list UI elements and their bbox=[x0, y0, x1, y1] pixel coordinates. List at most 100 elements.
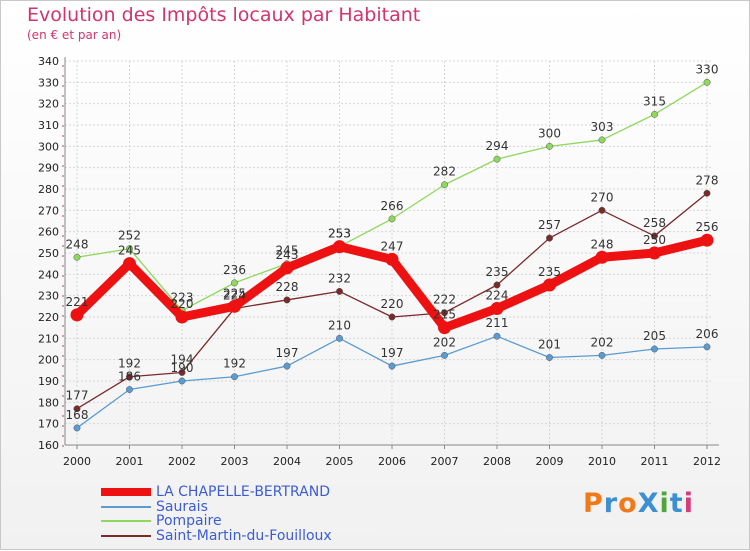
y-tick-label: 240 bbox=[38, 268, 59, 281]
data-label-saint-martin-du-fouilloux: 224 bbox=[223, 288, 246, 302]
data-label-pompaire: 294 bbox=[486, 139, 509, 153]
y-tick-label: 180 bbox=[38, 396, 59, 409]
data-label-pompaire: 236 bbox=[223, 263, 246, 277]
data-point-la-chapelle-bertrand bbox=[490, 301, 504, 315]
x-tick-label: 2004 bbox=[273, 455, 301, 468]
data-label-saurais: 168 bbox=[66, 408, 89, 422]
data-label-saint-martin-du-fouilloux: 278 bbox=[696, 173, 719, 187]
legend-label: LA CHAPELLE-BERTRAND bbox=[156, 484, 331, 500]
y-tick-label: 170 bbox=[38, 418, 59, 431]
data-point-pompaire bbox=[703, 78, 711, 86]
legend-label: Pompaire bbox=[156, 513, 222, 530]
data-point-la-chapelle-bertrand bbox=[280, 261, 294, 275]
data-point-saint-martin-du-fouilloux bbox=[598, 206, 606, 214]
y-tick-label: 340 bbox=[38, 55, 59, 68]
data-label-pompaire: 252 bbox=[118, 229, 141, 243]
y-tick-label: 190 bbox=[38, 375, 59, 388]
data-label-pompaire: 245 bbox=[276, 244, 299, 258]
data-point-la-chapelle-bertrand bbox=[228, 299, 241, 313]
data-labels: 248 252 223 236 245 253 266 282 294 300 303 315 330 1… bbox=[66, 62, 719, 422]
axes: 160 170 180 190 200 210 220 230 240 250 260 270 280 2… bbox=[38, 55, 721, 468]
y-tick-label: 160 bbox=[38, 439, 59, 452]
data-label-pompaire: 266 bbox=[381, 199, 404, 213]
y-tick-label: 310 bbox=[38, 119, 59, 132]
data-label-la-chapelle-bertrand: 235 bbox=[538, 265, 561, 279]
legend-swatch bbox=[101, 520, 151, 523]
data-label-pompaire: 253 bbox=[328, 227, 351, 241]
y-tick-label: 200 bbox=[38, 354, 59, 367]
x-tick-label: 2000 bbox=[63, 455, 91, 468]
data-label-la-chapelle-bertrand: 247 bbox=[381, 239, 404, 253]
data-point-pompaire bbox=[388, 215, 396, 223]
data-point-saint-martin-du-fouilloux bbox=[703, 189, 711, 197]
x-tick-label: 2008 bbox=[483, 455, 511, 468]
legend-swatch bbox=[101, 488, 151, 496]
data-point-saint-martin-du-fouilloux bbox=[283, 296, 291, 304]
chart-subtitle: (en € et par an) bbox=[27, 28, 122, 42]
data-point-saint-martin-du-fouilloux bbox=[441, 309, 448, 317]
data-label-la-chapelle-bertrand: 243 bbox=[276, 248, 299, 262]
data-label-saurais: 197 bbox=[276, 346, 299, 360]
data-point-saurais bbox=[493, 332, 501, 340]
data-point-saint-martin-du-fouilloux bbox=[178, 369, 186, 376]
data-point-saint-martin-du-fouilloux bbox=[126, 373, 133, 381]
series-layer bbox=[70, 78, 714, 432]
y-tick-label: 330 bbox=[38, 76, 59, 89]
y-tick-label: 320 bbox=[38, 98, 59, 111]
data-point-saurais bbox=[546, 354, 553, 361]
data-label-pompaire: 303 bbox=[591, 120, 614, 134]
data-label-saurais: 211 bbox=[486, 316, 509, 330]
data-point-pompaire bbox=[493, 155, 501, 163]
data-label-saint-martin-du-fouilloux: 220 bbox=[381, 297, 404, 311]
data-point-saurais bbox=[388, 362, 396, 370]
data-point-la-chapelle-bertrand bbox=[648, 246, 661, 260]
x-tick-label: 2002 bbox=[168, 455, 196, 468]
data-label-saint-martin-du-fouilloux: 257 bbox=[538, 218, 561, 232]
data-label-la-chapelle-bertrand: 215 bbox=[433, 308, 456, 322]
logo-letter: i bbox=[683, 488, 694, 519]
data-label-pompaire: 248 bbox=[66, 237, 89, 251]
x-tick-label: 2012 bbox=[693, 455, 721, 468]
data-point-saurais bbox=[231, 373, 238, 381]
data-label-la-chapelle-bertrand: 220 bbox=[171, 297, 194, 311]
data-point-saint-martin-du-fouilloux bbox=[73, 405, 81, 413]
grid bbox=[65, 60, 713, 446]
data-label-saint-martin-du-fouilloux: 192 bbox=[118, 357, 141, 371]
y-tick-label: 210 bbox=[38, 332, 59, 345]
data-point-la-chapelle-bertrand bbox=[123, 257, 136, 271]
data-point-saurais bbox=[441, 351, 448, 359]
x-tick-label: 2006 bbox=[378, 455, 406, 468]
data-point-la-chapelle-bertrand bbox=[543, 278, 556, 292]
x-tick-label: 2011 bbox=[641, 455, 669, 468]
y-tick-label: 290 bbox=[38, 162, 59, 175]
data-label-saint-martin-du-fouilloux: 228 bbox=[276, 280, 299, 294]
logo-letter: r bbox=[603, 488, 619, 519]
legend-swatch bbox=[101, 535, 151, 538]
data-point-pompaire bbox=[598, 136, 606, 144]
logo-letter: o bbox=[618, 488, 638, 519]
data-label-la-chapelle-bertrand: 256 bbox=[696, 220, 719, 234]
data-label-la-chapelle-bertrand: 224 bbox=[486, 288, 509, 302]
y-tick-label: 230 bbox=[38, 290, 59, 303]
x-tick-label: 2007 bbox=[431, 455, 459, 468]
logo-letter: i bbox=[659, 488, 670, 519]
y-tick-label: 270 bbox=[38, 204, 59, 217]
logo-letter: P bbox=[583, 488, 604, 519]
legend-label: Saurais bbox=[156, 498, 208, 515]
legend-swatch bbox=[101, 505, 151, 508]
chart-title: Evolution des Impôts locaux par Habitant bbox=[27, 4, 421, 26]
data-label-pompaire: 315 bbox=[643, 94, 666, 108]
x-tick-label: 2005 bbox=[326, 455, 354, 468]
y-tick-label: 260 bbox=[38, 226, 59, 239]
data-label-saint-martin-du-fouilloux: 177 bbox=[66, 389, 89, 403]
data-point-saurais bbox=[178, 377, 186, 385]
logo-letter: X bbox=[637, 488, 660, 519]
x-tick-label: 2009 bbox=[536, 455, 564, 468]
data-label-saurais: 206 bbox=[696, 327, 719, 341]
data-point-saint-martin-du-fouilloux bbox=[493, 281, 501, 289]
data-point-la-chapelle-bertrand bbox=[70, 308, 84, 322]
x-tick-label: 2001 bbox=[116, 455, 144, 468]
data-label-saurais: 201 bbox=[538, 338, 561, 352]
